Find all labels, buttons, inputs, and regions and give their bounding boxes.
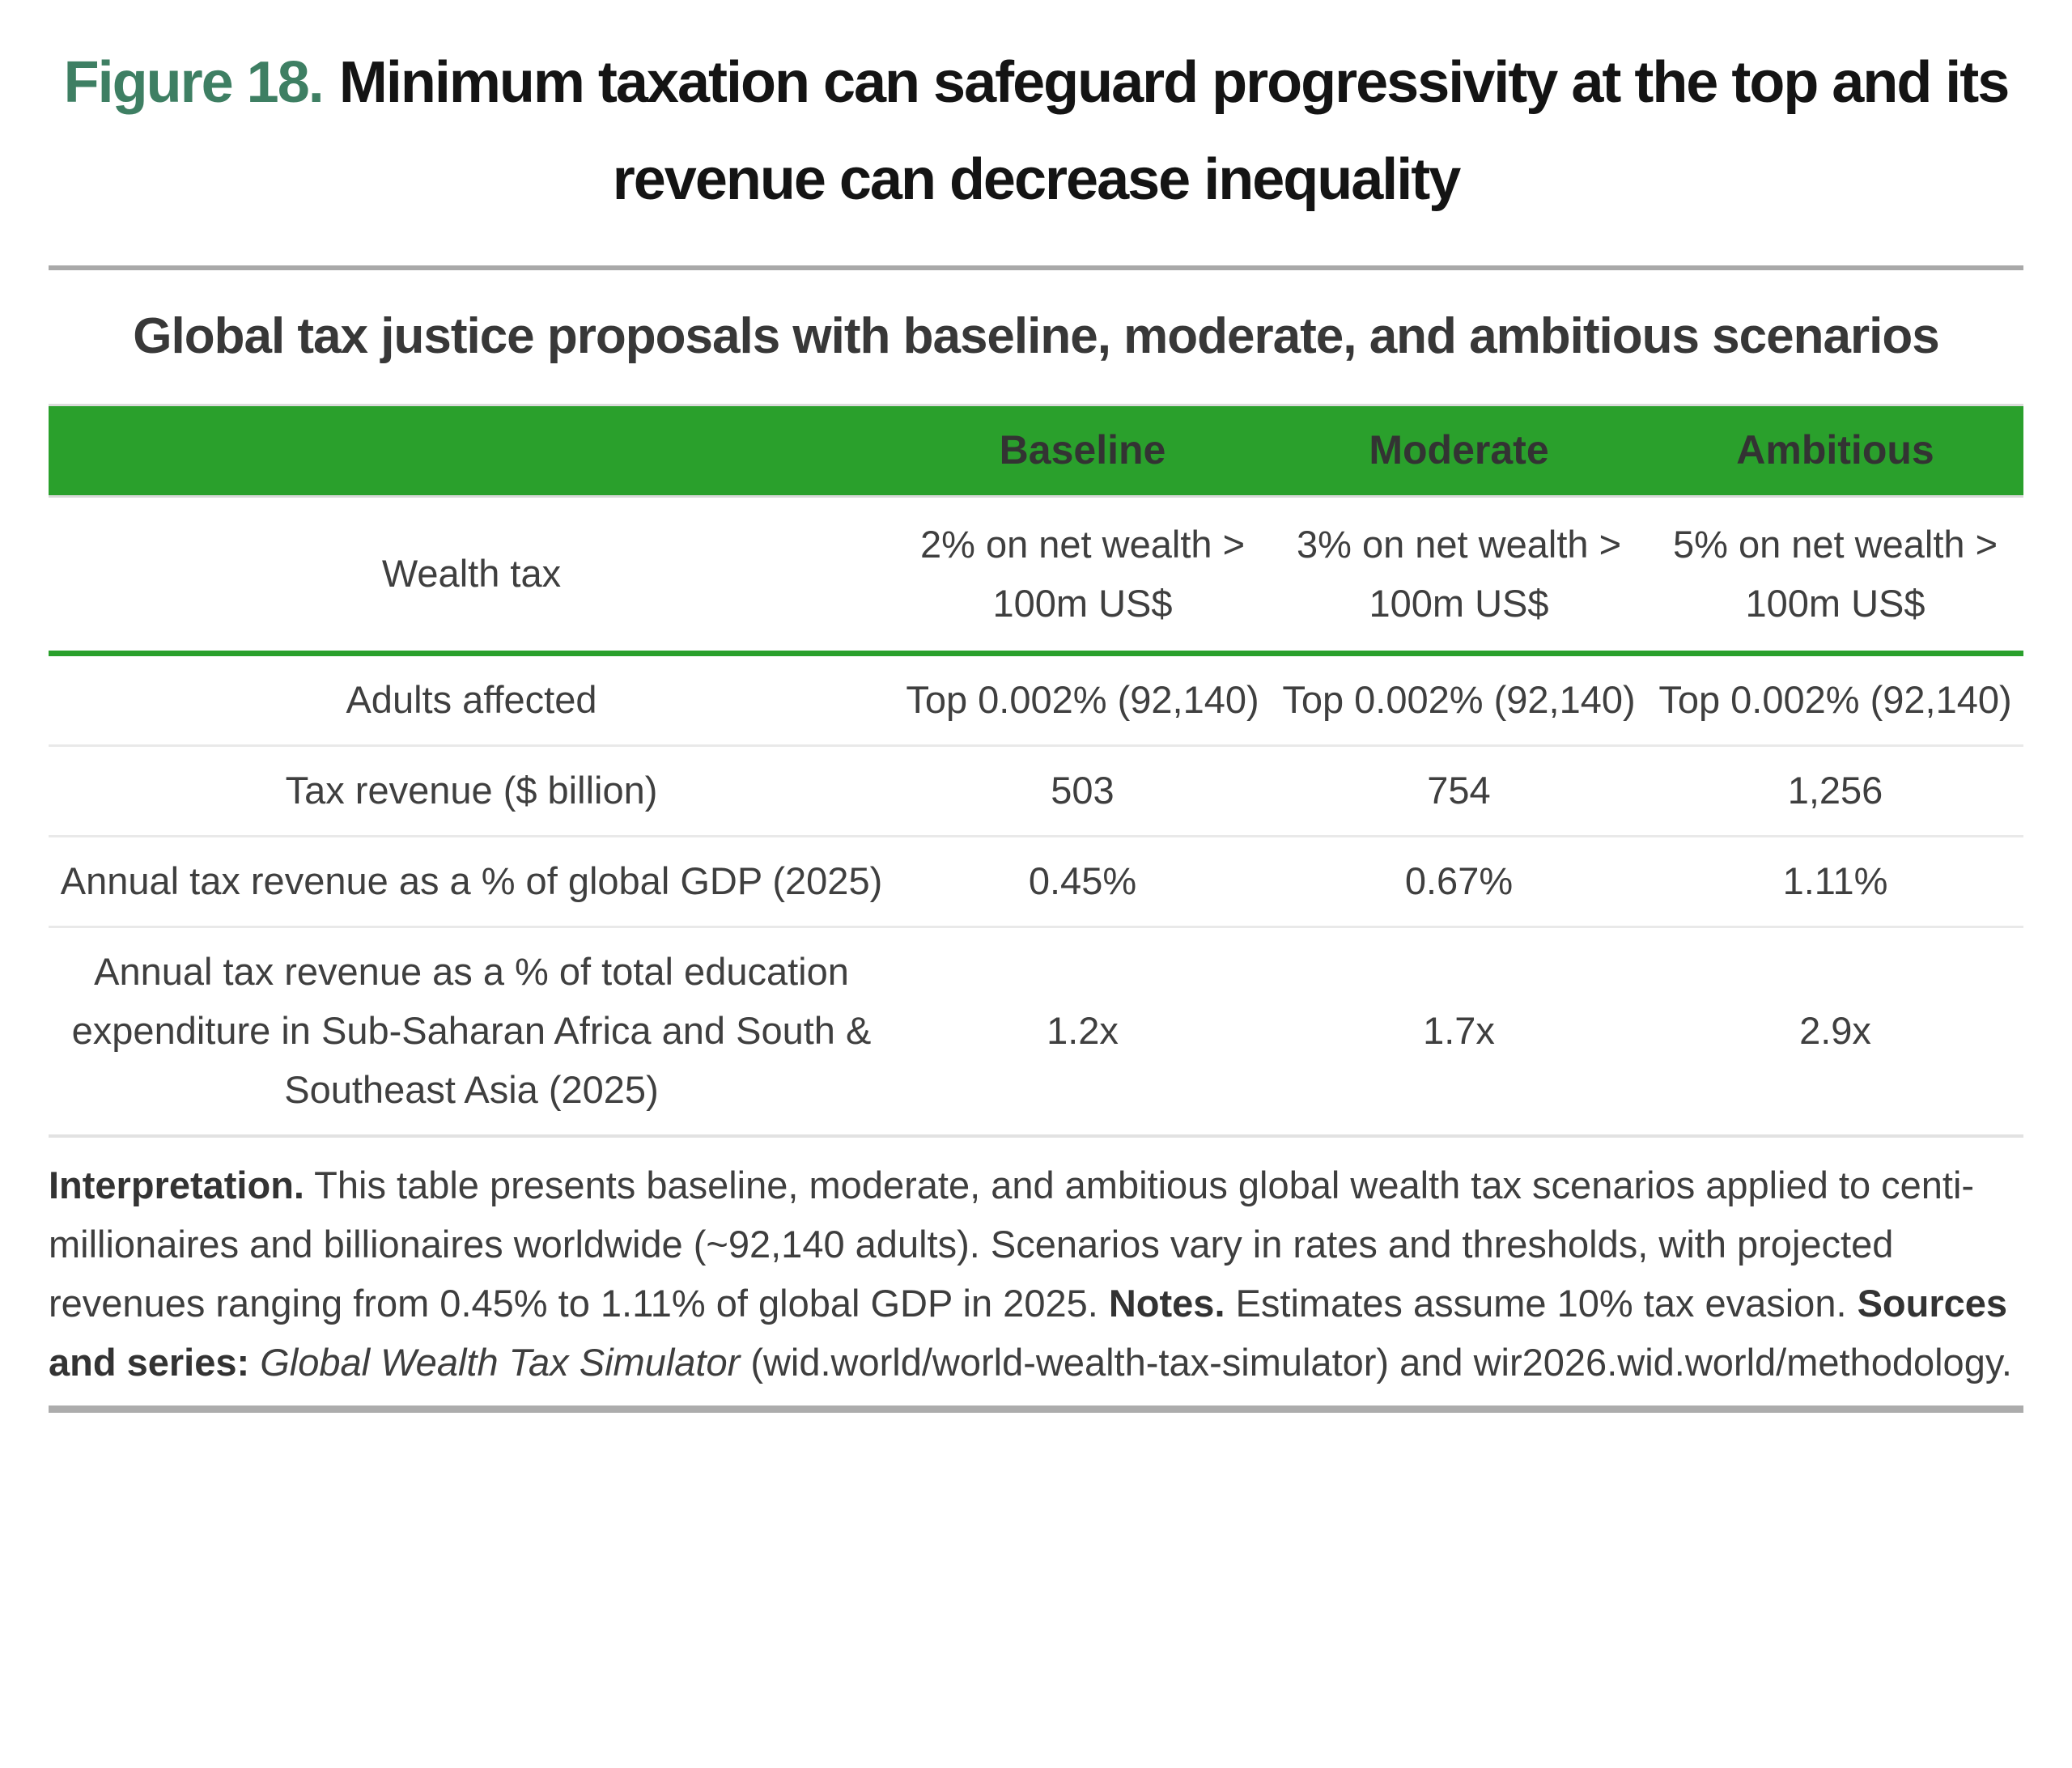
- figure-panel: Figure 18. Minimum taxation can safeguard…: [49, 34, 2023, 1413]
- row-label: Adults affected: [346, 678, 597, 722]
- cell-revenue-ambitious: 1,256: [1787, 769, 1883, 812]
- notes-label: Notes.: [1108, 1282, 1225, 1325]
- cell-revenue-moderate: 754: [1427, 769, 1491, 812]
- cell-wealth-moderate: 3% on net wealth > 100m US$: [1296, 522, 1622, 625]
- cell-gdp-moderate: 0.67%: [1404, 859, 1514, 903]
- cell-gdp-baseline: 0.45%: [1028, 859, 1137, 903]
- interpretation-notes: Interpretation. This table presents base…: [49, 1155, 2023, 1393]
- notes-text: Estimates assume 10% tax evasion.: [1225, 1282, 1858, 1325]
- figure-number: Figure 18.: [63, 50, 325, 115]
- table-header-row: Baseline Moderate Ambitious: [49, 404, 2023, 498]
- column-header-baseline: Baseline: [999, 427, 1166, 473]
- cell-education-moderate: 1.7x: [1423, 1008, 1495, 1052]
- cell-education-baseline: 1.2x: [1047, 1008, 1119, 1052]
- cell-revenue-baseline: 503: [1051, 769, 1115, 812]
- bottom-divider: [49, 1405, 2023, 1413]
- cell-adults-moderate: Top 0.002% (92,140): [1282, 678, 1636, 722]
- cell-wealth-ambitious: 5% on net wealth > 100m US$: [1672, 522, 1998, 625]
- top-divider: [49, 265, 2023, 271]
- interpretation-label: Interpretation.: [49, 1163, 304, 1206]
- cell-education-ambitious: 2.9x: [1799, 1008, 1871, 1052]
- table-row-revenue-gdp-share: Annual tax revenue as a % of global GDP …: [49, 837, 2023, 929]
- sources-links: (wid.world/world-wealth-tax-simulator) a…: [740, 1341, 2012, 1384]
- table-row-tax-revenue: Tax revenue ($ billion) 503 754 1,256: [49, 747, 2023, 838]
- column-header-moderate: Moderate: [1369, 427, 1549, 473]
- row-label: Tax revenue ($ billion): [285, 769, 658, 812]
- table-row-education-expenditure: Annual tax revenue as a % of total educa…: [49, 928, 2023, 1138]
- scenario-table: Baseline Moderate Ambitious Wealth tax 2…: [49, 404, 2023, 1138]
- column-header-ambitious: Ambitious: [1736, 427, 1934, 473]
- cell-wealth-baseline: 2% on net wealth > 100m US$: [919, 522, 1246, 625]
- sources-label: Sources and series:: [49, 1282, 2008, 1384]
- figure-title: Figure 18. Minimum taxation can safeguard…: [49, 34, 2023, 228]
- cell-gdp-ambitious: 1.11%: [1782, 859, 1888, 903]
- cell-adults-ambitious: Top 0.002% (92,140): [1658, 678, 2012, 722]
- figure-title-text: Minimum taxation can safeguard progressi…: [338, 50, 2010, 213]
- table-row-wealth-tax: Wealth tax 2% on net wealth > 100m US$ 3…: [49, 498, 2023, 657]
- row-label: Annual tax revenue as a % of global GDP …: [60, 859, 883, 903]
- header-spacer: [49, 438, 894, 464]
- row-label: Annual tax revenue as a % of total educa…: [71, 950, 872, 1111]
- table-title: Global tax justice proposals with baseli…: [133, 308, 1939, 365]
- row-label: Wealth tax: [381, 552, 562, 596]
- cell-adults-baseline: Top 0.002% (92,140): [906, 678, 1259, 722]
- sources-series-title: Global Wealth Tax Simulator: [249, 1341, 741, 1384]
- table-row-adults-affected: Adults affected Top 0.002% (92,140) Top …: [49, 656, 2023, 748]
- interpretation-text: This table presents baseline, moderate, …: [49, 1163, 1975, 1325]
